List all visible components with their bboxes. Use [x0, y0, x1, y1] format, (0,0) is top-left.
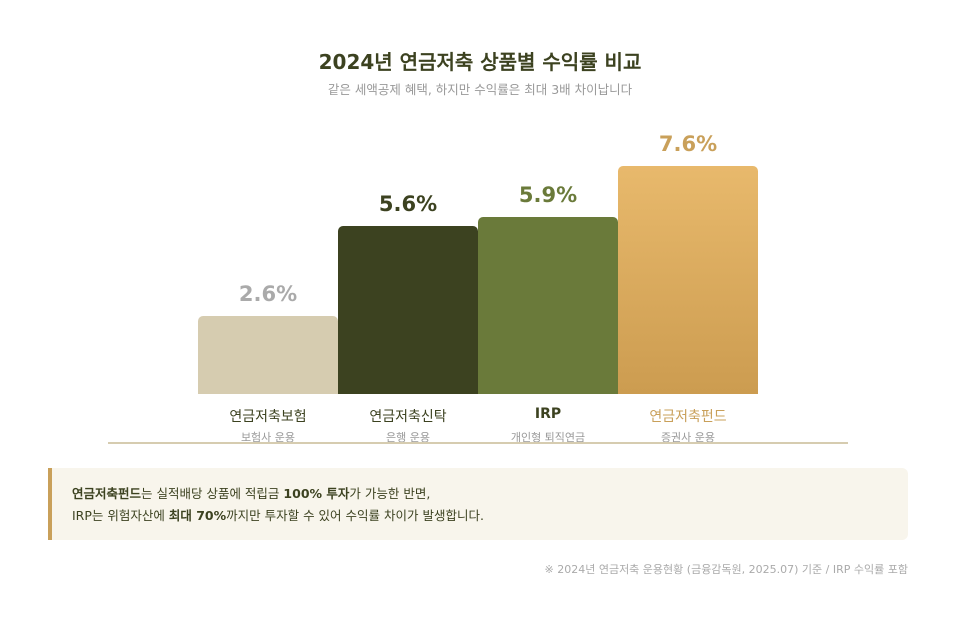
note-text: 는 실적배당 상품에 적립금: [141, 486, 284, 501]
source-footnote: ※ 2024년 연금저축 운용현황 (금융감독원, 2025.07) 기준 / …: [544, 563, 909, 576]
note-text: 가 가능한 반면,: [349, 486, 431, 501]
category-label: 연금저축신탁: [369, 409, 447, 425]
chart-subtitle: 같은 세액공제 혜택, 하지만 수익률은 최대 3배 차이납니다: [327, 82, 633, 97]
category-sublabel: 은행 운용: [386, 431, 430, 444]
category-sublabel: 개인형 퇴직연금: [510, 431, 586, 444]
bar-3: [478, 217, 618, 394]
x-axis-line: [108, 442, 848, 444]
bar-1: [198, 316, 338, 394]
bar-2: [338, 226, 478, 394]
value-label: 2.6%: [238, 282, 298, 306]
category-sublabel: 보험사 운용: [240, 431, 296, 444]
chart-title: 2024년 연금저축 상품별 수익률 비교: [318, 50, 642, 74]
note-bold: 100% 투자: [283, 486, 350, 501]
value-label: 5.6%: [378, 192, 438, 216]
value-label: 5.9%: [518, 183, 578, 207]
info-note: 연금저축펀드는 실적배당 상품에 적립금 100% 투자가 가능한 반면, IR…: [48, 468, 908, 540]
category-sublabel: 증권사 운용: [660, 431, 716, 444]
note-bold: 최대 70%: [168, 508, 227, 523]
bar-4: [618, 166, 758, 394]
value-label: 7.6%: [658, 132, 718, 156]
category-label: IRP: [534, 406, 562, 422]
note-bold: 연금저축펀드: [72, 486, 142, 501]
note-text: IRP는 위험자산에: [72, 508, 169, 523]
category-label: 연금저축보험: [229, 409, 307, 425]
category-label: 연금저축펀드: [649, 409, 727, 425]
note-text: 까지만 투자할 수 있어 수익률 차이가 발생합니다.: [226, 508, 484, 523]
